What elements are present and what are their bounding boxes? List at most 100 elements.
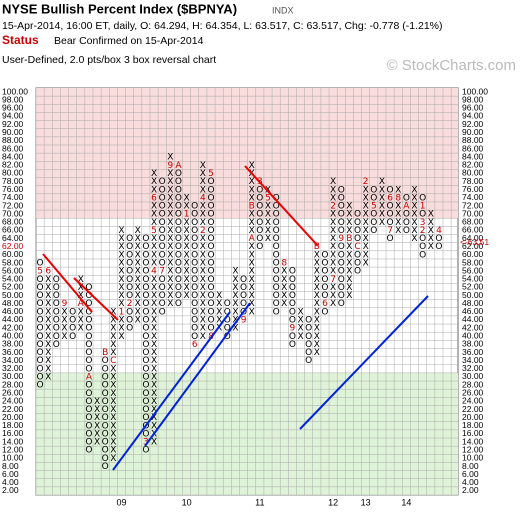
x-box: X [78,315,84,325]
x-box: X [110,389,116,399]
x-box: X [314,267,320,277]
o-box: O [338,250,345,260]
x-box: X [330,259,336,269]
o-box: O [289,332,296,342]
month-marker: 5 [208,169,214,179]
x-box: X [110,315,116,325]
o-box: O [126,307,133,317]
x-box: X [151,413,157,423]
y-tick-label: 48.00 [2,298,24,308]
month-marker: B [314,242,320,252]
o-box: O [102,405,109,415]
o-box: O [142,267,149,277]
y-tick-label: 84.00 [462,151,484,161]
month-marker: A [403,202,410,212]
o-box: O [85,429,92,439]
x-box: X [314,324,320,334]
y-tick-label: 66.00 [462,225,484,235]
o-box: O [175,169,182,179]
x-box: X [249,242,255,252]
o-box: O [85,332,92,342]
o-box: O [387,218,394,228]
x-box: X [167,242,173,252]
o-box: O [305,340,312,350]
x-box: X [151,324,157,334]
o-box: O [273,250,280,260]
o-box: O [403,226,410,236]
o-box: O [403,218,410,228]
x-box: X [281,299,287,309]
o-box: O [338,218,345,228]
y-tick-label: 32.00 [2,363,24,373]
x-box: X [151,438,157,448]
o-box: O [159,242,166,252]
month-marker: 5 [371,202,377,212]
x-box: X [232,283,238,293]
x-box: X [363,242,369,252]
o-box: O [142,307,149,317]
y-tick-label: 74.00 [2,192,24,202]
o-box: O [159,283,166,293]
x-box: X [151,259,157,269]
x-box: X [379,218,385,228]
x-box: X [167,218,173,228]
o-box: O [37,259,44,269]
o-box: O [240,291,247,301]
zone-band [36,372,458,495]
x-box: X [167,299,173,309]
o-box: O [256,234,263,244]
o-box: O [142,299,149,309]
o-box: O [289,275,296,285]
o-box: O [53,299,60,309]
x-box: X [45,307,51,317]
x-box: X [110,340,116,350]
x-box: X [135,234,141,244]
x-box: X [363,259,369,269]
o-box: O [191,324,198,334]
y-tick-label: 44.00 [2,314,24,324]
o-box: O [85,413,92,423]
y-tick-label: 64.00 [462,233,484,243]
o-box: O [419,210,426,220]
y-tick-label: 82.00 [462,160,484,170]
x-box: X [110,364,116,374]
o-box: O [191,315,198,325]
x-box: X [94,413,100,423]
o-box: O [338,226,345,236]
x-box: X [216,307,222,317]
status: Bear Confirmed on 15-Apr-2014 [54,35,204,47]
month-marker: A [249,234,256,244]
y-tick-label: 48.00 [462,298,484,308]
y-tick-label: 100.00 [462,86,488,96]
o-box: O [240,275,247,285]
x-box: X [45,291,51,301]
y-tick-label: 24.00 [2,396,24,406]
o-box: O [305,315,312,325]
o-box: O [273,226,280,236]
x-box: X [249,283,255,293]
x-box: X [184,193,190,203]
x-box: X [45,364,51,374]
x-box: X [314,332,320,342]
x-box: X [200,299,206,309]
x-box: X [78,324,84,334]
o-box: O [354,250,361,260]
y-tick-label: 2.00 [2,485,19,495]
o-box: O [175,275,182,285]
x-box: X [200,307,206,317]
o-box: O [126,283,133,293]
o-box: O [159,177,166,187]
o-box: O [37,307,44,317]
x-box: X [200,234,206,244]
o-box: O [37,283,44,293]
o-box: O [207,234,214,244]
x-box: X [314,348,320,358]
y-tick-label: 22.00 [462,404,484,414]
o-box: O [85,340,92,350]
y-tick-label: 90.00 [2,127,24,137]
o-box: O [403,210,410,220]
x-box: X [265,210,271,220]
o-box: O [191,283,198,293]
o-box: O [305,356,312,366]
